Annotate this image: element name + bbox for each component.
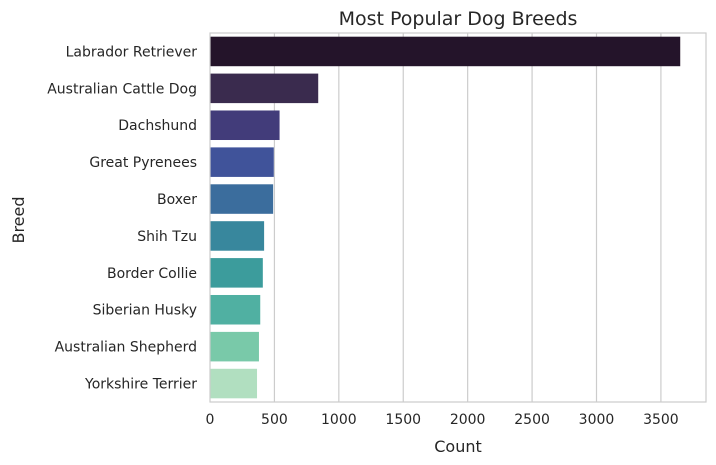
bar (210, 147, 274, 177)
x-axis-label: Count (434, 437, 482, 456)
bar (210, 221, 265, 251)
bar (210, 294, 261, 325)
y-tick-label: Australian Cattle Dog (47, 81, 197, 97)
bar (210, 73, 319, 104)
bar-layer (210, 36, 681, 399)
y-tick-label: Border Collie (107, 266, 197, 282)
y-tick-label: Siberian Husky (93, 303, 197, 319)
y-tick-label: Boxer (157, 192, 197, 208)
y-tick-label: Dachshund (118, 118, 197, 134)
grid-layer (273, 33, 662, 402)
bar (210, 258, 263, 288)
x-tick-label: 3000 (579, 412, 615, 428)
y-tick-label: Australian Shepherd (55, 340, 197, 356)
y-tick-labels: Labrador Retriever Australian Cattle Dog D… (47, 44, 197, 392)
chart-title: Most Popular Dog Breeds (339, 8, 578, 30)
x-tick-label: 500 (261, 412, 288, 428)
x-tick-label: 1500 (385, 412, 421, 428)
x-tick-label: 1000 (321, 412, 357, 428)
y-tick-label: Yorkshire Terrier (84, 376, 197, 392)
x-tick-label: 2000 (450, 412, 486, 428)
x-tick-labels: 0 500 1000 1500 2000 2500 3000 3500 (206, 412, 679, 428)
bar (210, 331, 259, 362)
y-axis-label: Breed (9, 196, 28, 243)
bar (210, 36, 681, 67)
x-tick-label: 2500 (514, 412, 550, 428)
y-tick-label: Shih Tzu (137, 229, 197, 245)
bar (210, 368, 258, 399)
plot-frame (209, 32, 707, 403)
y-tick-label: Great Pyrenees (89, 155, 197, 171)
x-tick-label: 0 (206, 412, 215, 428)
bar (210, 184, 274, 214)
y-tick-label: Labrador Retriever (66, 44, 198, 60)
x-tick-label: 3500 (643, 412, 679, 428)
bar (210, 110, 280, 141)
